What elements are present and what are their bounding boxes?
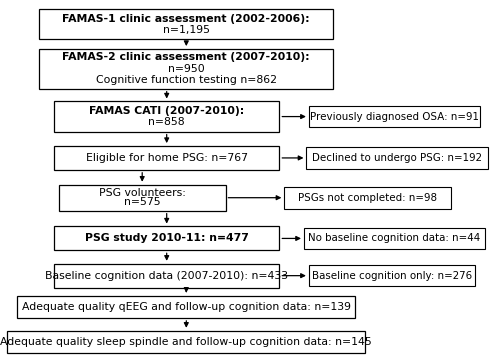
Text: FAMAS-2 clinic assessment (2007-2010):: FAMAS-2 clinic assessment (2007-2010): [62,52,310,62]
Text: n=575: n=575 [124,197,160,207]
Text: Cognitive function testing n=862: Cognitive function testing n=862 [96,75,277,85]
FancyBboxPatch shape [284,187,451,209]
FancyBboxPatch shape [304,228,485,249]
Text: FAMAS-1 clinic assessment (2002-2006):: FAMAS-1 clinic assessment (2002-2006): [62,14,310,24]
Text: PSG volunteers:: PSG volunteers: [99,188,186,198]
FancyBboxPatch shape [8,331,365,353]
FancyBboxPatch shape [40,49,334,89]
FancyBboxPatch shape [54,146,280,170]
Text: FAMAS CATI (2007-2010):: FAMAS CATI (2007-2010): [89,106,244,116]
Text: Adequate quality sleep spindle and follow-up cognition data: n=145: Adequate quality sleep spindle and follo… [0,337,372,347]
Text: Baseline cognition only: n=276: Baseline cognition only: n=276 [312,271,472,281]
FancyBboxPatch shape [309,265,476,286]
FancyBboxPatch shape [54,101,280,132]
FancyBboxPatch shape [59,185,226,211]
Text: n=1,195: n=1,195 [163,25,210,35]
FancyBboxPatch shape [54,264,280,287]
Text: n=858: n=858 [148,117,185,127]
Text: Declined to undergo PSG: n=192: Declined to undergo PSG: n=192 [312,153,482,163]
Text: Eligible for home PSG: n=767: Eligible for home PSG: n=767 [86,153,247,163]
Text: Adequate quality qEEG and follow-up cognition data: n=139: Adequate quality qEEG and follow-up cogn… [22,302,351,312]
FancyBboxPatch shape [309,106,480,127]
Text: Baseline cognition data (2007-2010): n=433: Baseline cognition data (2007-2010): n=4… [45,271,288,281]
Text: n=950: n=950 [168,64,204,74]
Text: Previously diagnosed OSA: n=91: Previously diagnosed OSA: n=91 [310,111,479,122]
Text: No baseline cognition data: n=44: No baseline cognition data: n=44 [308,233,480,243]
Text: PSGs not completed: n=98: PSGs not completed: n=98 [298,193,437,203]
FancyBboxPatch shape [306,147,488,169]
FancyBboxPatch shape [54,227,280,251]
FancyBboxPatch shape [18,296,355,318]
FancyBboxPatch shape [40,9,334,39]
Text: PSG study 2010-11: n=477: PSG study 2010-11: n=477 [85,233,248,243]
